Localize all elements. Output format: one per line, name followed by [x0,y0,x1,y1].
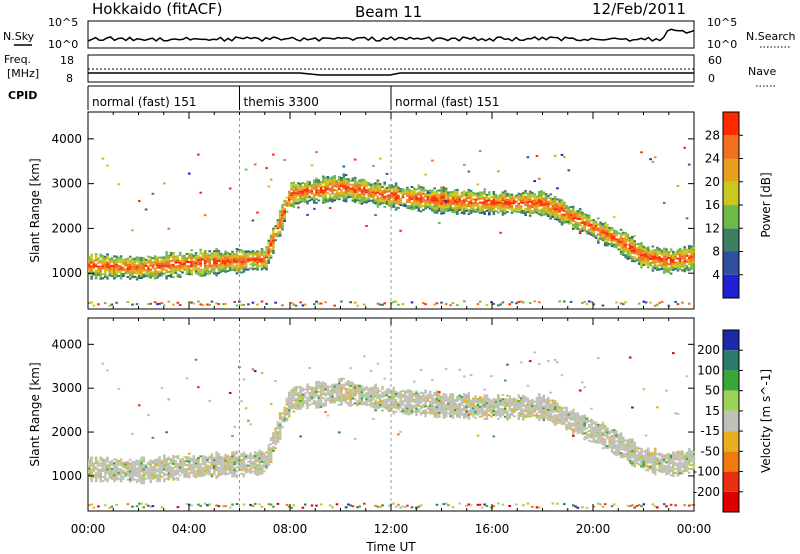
velocity-colorbar-segment [723,370,739,391]
velocity-colorbar-segment [723,451,739,472]
velocity-colorbar-segment [723,471,739,492]
power-ytick-label: 1000 [51,266,82,280]
velocity-colorbar-segment [723,431,739,452]
power-colorbar-segment [723,158,739,182]
velocity-colorbar-segment [723,330,739,351]
nave-label: Nave [748,65,776,78]
power-colorbar-tick: 28 [705,128,720,142]
velocity-colorbar-tick: -100 [693,465,720,479]
velocity-colorbar-tick: 15 [705,404,720,418]
power-colorbar-tick: 4 [712,268,720,282]
x-tick-label: 16:00 [475,522,510,536]
nsky-label: N.Sky [3,30,35,43]
noise-trace [87,28,695,42]
power-colorbar-segment [723,251,739,275]
velocity-colorbar-tick: -15 [700,424,720,438]
noise-tick-bottom-left: 10^0 [48,38,78,51]
nsearch-label: N.Search [746,30,796,43]
noise-tick-top-left: 10^5 [48,16,78,29]
velocity-colorbar-tick: -200 [693,485,720,499]
x-tick-label: 12:00 [374,522,409,536]
velocity-colorbar-segment [723,410,739,432]
power-echo-cells [88,146,696,307]
noise-panel-frame [87,20,695,49]
time-axis: 00:00 04:00 08:00 12:00 16:00 20:00 00:00 [71,522,712,536]
velocity-colorbar-tick: 100 [697,363,720,377]
power-colorbar-segment [723,205,739,229]
cpid-label: CPID [8,89,37,102]
power-ylabel: Slant Range [km] [28,158,42,262]
power-colorbar-segment [723,181,739,206]
x-tick-label: 00:00 [677,522,712,536]
freq-label-2: [MHz] [7,67,39,80]
nave-tick-0: 0 [708,72,715,85]
velocity-colorbar-tick: 50 [705,384,720,398]
power-colorbar-segment [723,112,739,136]
noise-tick-top-right: 10^5 [707,16,737,29]
x-tick-label: 20:00 [576,522,611,536]
date-title: 12/Feb/2011 [592,0,686,18]
station-title: Hokkaido (fitACF) [92,0,223,18]
velocity-colorbar-segment [723,491,739,512]
velocity-echo-cells [88,351,696,509]
velocity-colorbar-label: Velocity [m s^-1] [759,369,773,473]
velocity-panel: 1000 2000 3000 4000 Slant Range [km] 200 100 50… [28,317,773,513]
power-colorbar: 4 8 12 16 20 24 28 Power [dB] [705,111,773,299]
power-panel: 1000 2000 3000 4000 Slant Range [km] 4 8 12 16 20… [28,111,773,310]
power-ytick-label: 4000 [51,132,82,146]
power-colorbar-segment [723,274,739,299]
x-axis-title: Time UT [365,540,416,554]
freq-panel-frame [87,54,695,83]
power-colorbar-tick: 16 [705,198,720,212]
velocity-colorbar-segment [723,350,739,371]
freq-tick-8: 8 [66,72,73,85]
freq-trace [88,72,694,76]
x-tick-label: 00:00 [71,522,106,536]
power-ytick-label: 2000 [51,221,82,235]
freq-label-1: Freq. [4,53,31,66]
velocity-ytick-label: 3000 [51,381,82,395]
beam-title: Beam 11 [355,3,422,21]
velocity-colorbar-tick: 200 [697,343,720,357]
power-ytick-label: 3000 [51,177,82,191]
cpid-segment-label: themis 3300 [244,95,319,109]
freq-tick-18: 18 [60,54,74,67]
x-tick-label: 08:00 [273,522,308,536]
velocity-colorbar-tick: -50 [700,444,720,458]
cpid-segment-label: normal (fast) 151 [92,95,196,109]
velocity-ytick-label: 4000 [51,337,82,351]
power-colorbar-tick: 12 [705,221,720,235]
velocity-ytick-label: 2000 [51,425,82,439]
power-colorbar-tick: 8 [712,245,720,259]
cpid-segment-label: normal (fast) 151 [395,95,499,109]
noise-tick-bottom-right: 10^0 [707,38,737,51]
power-colorbar-segment [723,135,739,159]
velocity-ylabel: Slant Range [km] [28,362,42,466]
velocity-ytick-label: 1000 [51,469,82,483]
power-colorbar-label: Power [dB] [759,172,773,237]
power-colorbar-tick: 20 [705,175,720,189]
velocity-colorbar: 200 100 50 15 -15 -50 -100 -200 Velocity [m s^-1… [693,329,773,513]
x-tick-label: 04:00 [172,522,207,536]
cpid-row: normal (fast) 151 themis 3300 normal (fast… [87,86,499,110]
nave-tick-60: 60 [708,54,722,67]
velocity-colorbar-segment [723,390,739,411]
power-colorbar-tick: 24 [705,152,720,166]
power-colorbar-segment [723,228,739,252]
